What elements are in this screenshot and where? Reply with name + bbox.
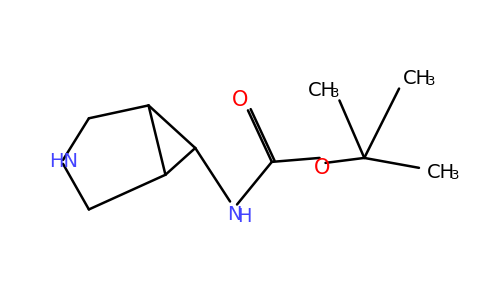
Text: HN: HN: [49, 152, 78, 171]
Text: CH: CH: [403, 69, 431, 88]
Text: 3: 3: [451, 169, 459, 182]
Text: 3: 3: [427, 75, 435, 88]
Text: CH: CH: [427, 163, 455, 182]
Text: H: H: [237, 207, 251, 226]
Text: N: N: [227, 205, 242, 224]
Text: O: O: [314, 158, 331, 178]
Text: O: O: [232, 91, 248, 110]
Text: 3: 3: [331, 87, 340, 100]
Text: CH: CH: [307, 81, 335, 100]
